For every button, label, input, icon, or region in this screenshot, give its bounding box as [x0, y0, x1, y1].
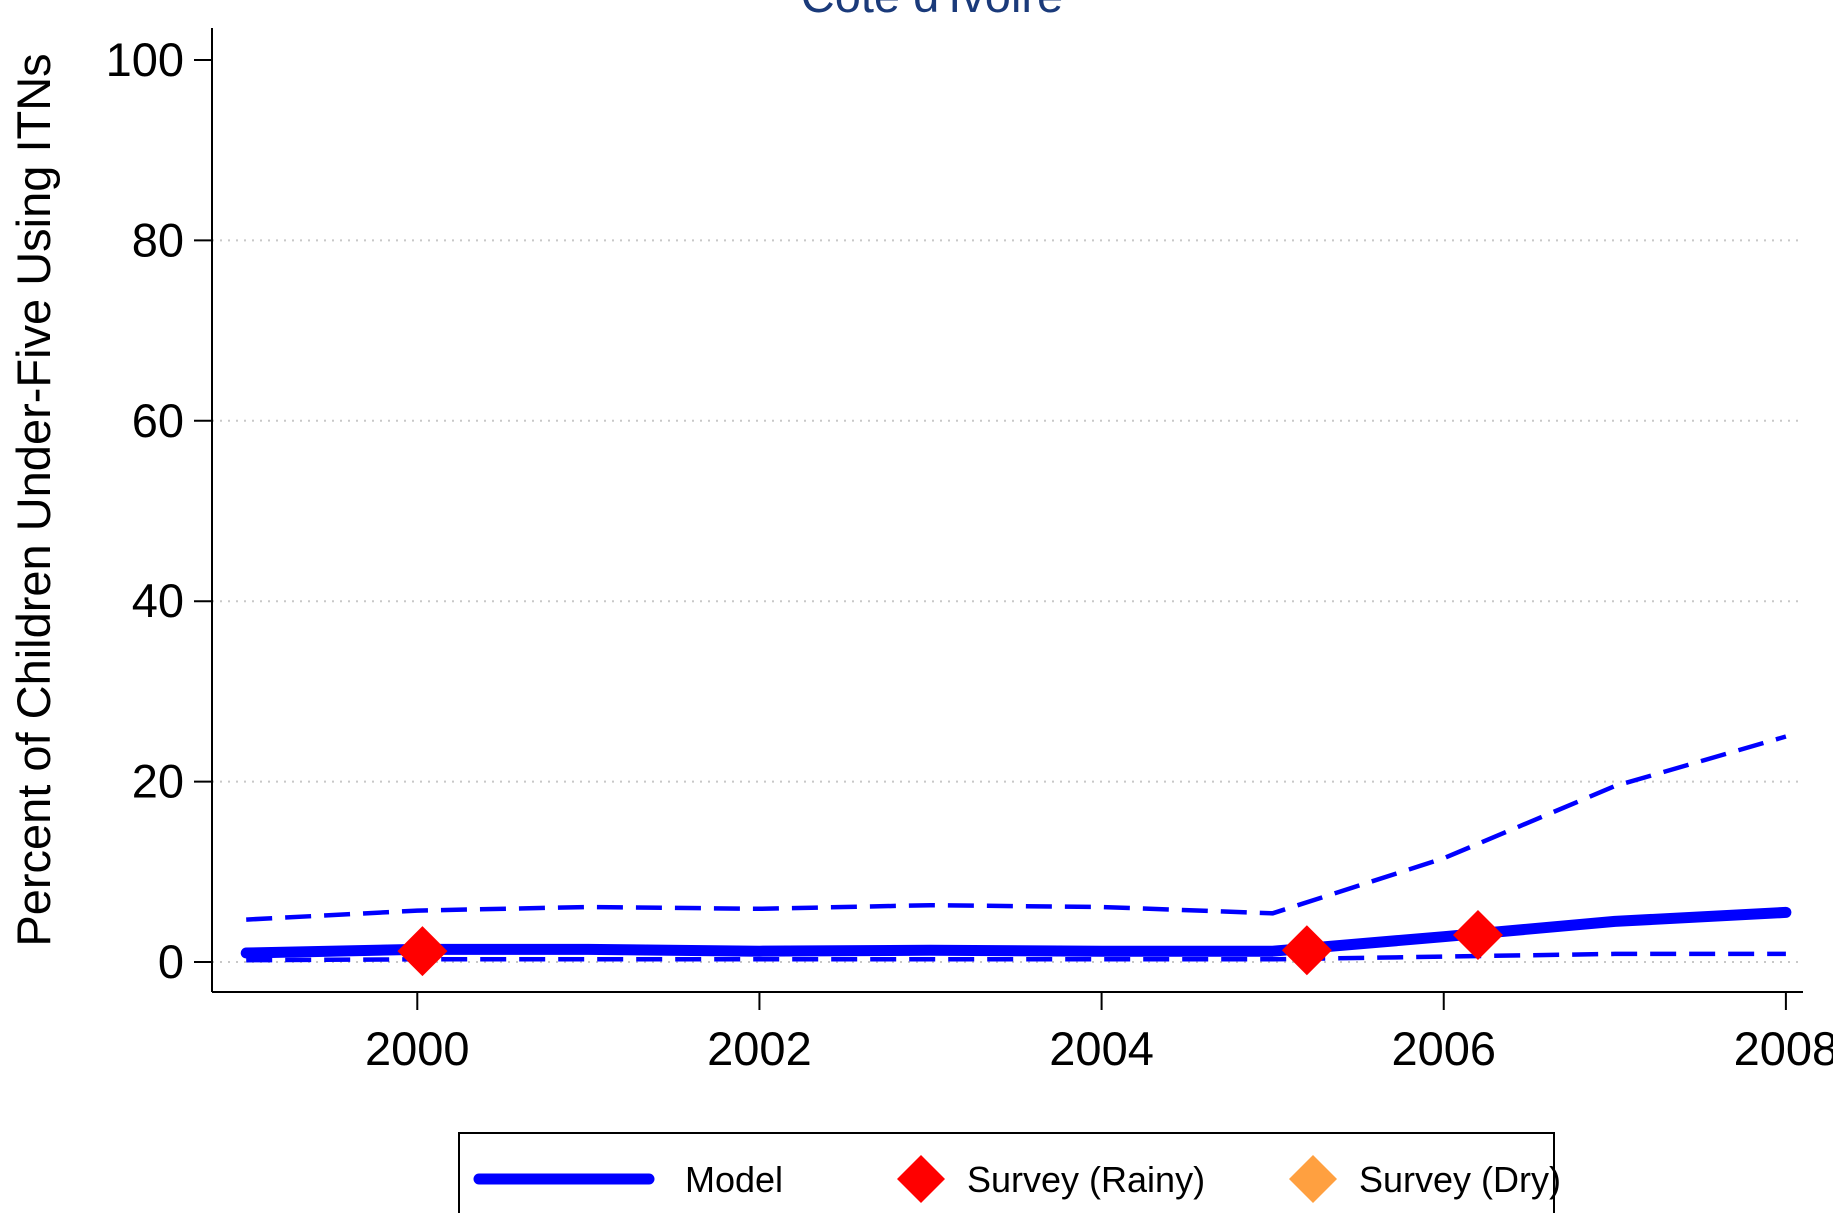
x-tick-label-2000: 2000: [365, 1022, 470, 1075]
series-model-line: [240, 906, 1792, 959]
survey-marker-point: [1452, 909, 1503, 960]
x-tick-label-2002: 2002: [707, 1022, 812, 1075]
y-tick-label-20: 20: [132, 755, 184, 808]
y-axis-title: Percent of Children Under-Five Using ITN…: [7, 53, 60, 946]
axes: 0 20 40 60 80 100 2000 2002 2004 2006 2008: [106, 28, 1833, 1075]
legend-label-1: Survey (Rainy): [967, 1159, 1205, 1200]
x-tick-label-2004: 2004: [1049, 1022, 1154, 1075]
y-tick-label-60: 60: [132, 394, 184, 447]
x-tick-label-2008: 2008: [1734, 1022, 1833, 1075]
y-tick-label-0: 0: [158, 935, 184, 988]
legend-box: [458, 1132, 1555, 1213]
legend-label-2: Survey (Dry): [1359, 1159, 1561, 1200]
survey-markers: [397, 909, 1503, 977]
legend-swatch-1: [897, 1155, 945, 1203]
legend-swatch-2: [1289, 1155, 1337, 1203]
y-tick-label-80: 80: [132, 213, 184, 266]
y-tick-label-40: 40: [132, 574, 184, 627]
series-dashed-upper-line: [246, 734, 1787, 922]
series-dashed-lower-line: [246, 951, 1786, 963]
legend-label-model: Model: [685, 1159, 783, 1200]
legend: Model Survey (Rainy) Survey (Dry): [458, 1132, 1561, 1213]
series-lines: [240, 734, 1792, 963]
x-tick-label-2006: 2006: [1391, 1022, 1496, 1075]
chart-title: Cote d'Ivoire: [801, 0, 1063, 22]
survey-marker-point: [397, 926, 448, 977]
y-tick-label-100: 100: [106, 33, 184, 86]
gridlines: [212, 239, 1803, 963]
survey-marker-point: [1281, 925, 1332, 976]
